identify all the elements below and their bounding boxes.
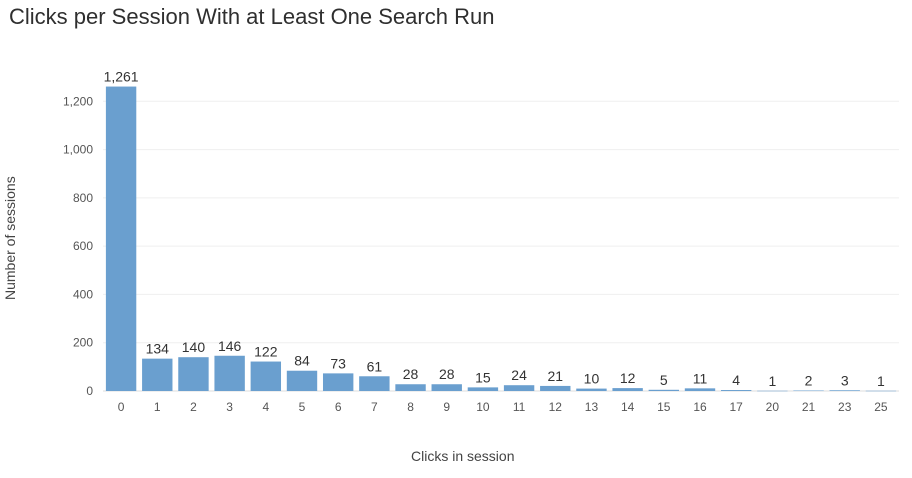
bar bbox=[540, 385, 571, 391]
data-label: 61 bbox=[367, 358, 383, 374]
bar bbox=[503, 385, 535, 391]
data-label: 1,261 bbox=[104, 69, 139, 85]
x-tick-label: 2 bbox=[190, 400, 197, 414]
data-label: 4 bbox=[732, 372, 740, 388]
x-tick-label: 0 bbox=[118, 400, 125, 414]
y-tick-label: 400 bbox=[73, 287, 93, 301]
data-label: 21 bbox=[547, 368, 563, 384]
data-label: 73 bbox=[330, 355, 346, 371]
bar bbox=[757, 390, 788, 392]
x-tick-label: 13 bbox=[585, 400, 599, 414]
bar bbox=[648, 389, 680, 391]
bars bbox=[105, 86, 897, 392]
data-label: 134 bbox=[146, 341, 170, 357]
bar bbox=[250, 361, 282, 391]
bar bbox=[142, 358, 173, 391]
x-tick-label: 21 bbox=[802, 400, 816, 414]
data-label: 1 bbox=[768, 373, 776, 389]
y-tick-label: 1,000 bbox=[63, 143, 93, 157]
data-label: 3 bbox=[841, 372, 849, 388]
data-label: 15 bbox=[475, 369, 491, 385]
bar bbox=[431, 384, 462, 391]
bar bbox=[829, 390, 860, 391]
bar bbox=[865, 390, 897, 392]
x-tick-label: 17 bbox=[730, 400, 744, 414]
x-tick-label: 4 bbox=[262, 400, 269, 414]
data-label: 84 bbox=[294, 353, 310, 369]
y-tick-label: 0 bbox=[86, 384, 93, 398]
x-tick-label: 11 bbox=[513, 400, 526, 414]
y-tick-label: 600 bbox=[73, 239, 93, 253]
y-tick-label: 800 bbox=[73, 191, 93, 205]
x-axis-label: Clicks in session bbox=[411, 448, 515, 464]
y-tick-label: 1,200 bbox=[63, 94, 93, 108]
x-tick-label: 6 bbox=[335, 400, 342, 414]
x-tick-label: 14 bbox=[621, 400, 635, 414]
y-axis-ticks: 0 200 400 600 800 1,000 1,200 bbox=[63, 94, 93, 398]
x-tick-label: 25 bbox=[874, 400, 888, 414]
bar bbox=[467, 387, 499, 391]
x-tick-label: 5 bbox=[299, 400, 306, 414]
data-label: 5 bbox=[660, 372, 668, 388]
data-label: 1 bbox=[877, 373, 885, 389]
x-tick-label: 20 bbox=[766, 400, 780, 414]
x-tick-label: 3 bbox=[226, 400, 233, 414]
x-tick-label: 23 bbox=[838, 400, 852, 414]
data-label: 12 bbox=[620, 370, 636, 386]
x-tick-label: 10 bbox=[476, 400, 490, 414]
bar bbox=[178, 357, 209, 391]
data-label: 140 bbox=[182, 339, 206, 355]
bar bbox=[105, 86, 137, 392]
bar bbox=[286, 370, 318, 391]
bar bbox=[214, 355, 245, 391]
bar bbox=[359, 376, 390, 391]
data-label: 122 bbox=[254, 344, 278, 360]
chart-title: Clicks per Session With at Least One Sea… bbox=[9, 4, 495, 29]
data-label: 28 bbox=[439, 366, 455, 382]
x-tick-label: 12 bbox=[549, 400, 563, 414]
x-axis-ticks: 0 1 2 3 4 5 6 7 8 9 10 11 12 13 14 15 16 17 20 21 23 25 bbox=[118, 400, 888, 414]
data-label: 2 bbox=[805, 373, 813, 389]
bar bbox=[793, 390, 824, 392]
bar bbox=[322, 373, 354, 391]
bar bbox=[720, 390, 752, 391]
x-tick-label: 15 bbox=[657, 400, 671, 414]
data-label: 28 bbox=[403, 366, 419, 382]
y-tick-label: 200 bbox=[73, 336, 93, 350]
x-tick-label: 7 bbox=[371, 400, 378, 414]
bar bbox=[576, 388, 607, 391]
x-tick-label: 8 bbox=[407, 400, 414, 414]
bar bbox=[612, 388, 643, 391]
x-tick-label: 16 bbox=[693, 400, 707, 414]
x-tick-label: 9 bbox=[443, 400, 450, 414]
data-label: 24 bbox=[511, 367, 527, 383]
data-label: 11 bbox=[693, 370, 708, 386]
x-tick-label: 1 bbox=[154, 400, 161, 414]
data-label: 10 bbox=[584, 371, 600, 387]
bar bbox=[684, 388, 716, 391]
bar bbox=[395, 384, 426, 391]
data-label: 146 bbox=[218, 338, 242, 354]
